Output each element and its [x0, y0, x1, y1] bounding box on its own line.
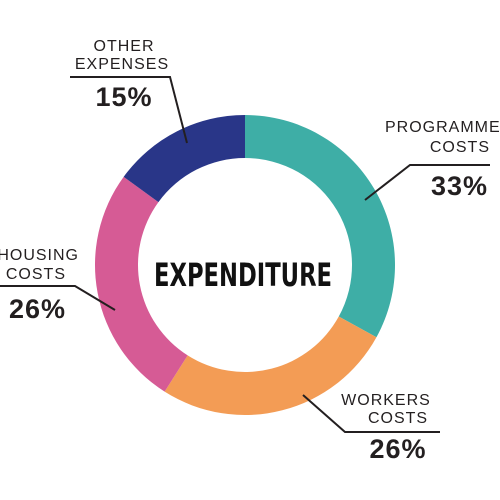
- slice-workers-costs: [164, 316, 377, 415]
- label-other-expenses: OTHER EXPENSES 15%: [75, 38, 169, 112]
- slice-percent-label: 15%: [95, 82, 152, 112]
- slice-label-line: WORKERS: [341, 392, 431, 409]
- chart-title: EXPENDITURE: [154, 256, 332, 294]
- slice-label-line: COSTS: [368, 410, 428, 427]
- donut-slices: [94, 115, 396, 415]
- slice-programme-costs: [245, 115, 396, 338]
- leader-line-programme: [364, 164, 490, 201]
- leader-line-workers: [302, 394, 440, 433]
- slice-percent-label: 33%: [431, 171, 488, 201]
- slice-label-line: OTHER: [94, 38, 155, 55]
- slice-label-line: PROGRAMME: [385, 119, 500, 136]
- leader-line-other: [70, 76, 188, 144]
- leader-lines: [0, 76, 490, 433]
- slice-housing-costs: [94, 176, 188, 392]
- slice-label-line: EXPENSES: [75, 56, 169, 73]
- slice-label-line: HOUSING: [0, 247, 79, 264]
- slice-other-expenses: [123, 115, 245, 203]
- slice-label-line: COSTS: [430, 139, 490, 156]
- slice-percent-label: 26%: [369, 434, 426, 464]
- label-programme-costs: PROGRAMME COSTS 33%: [385, 119, 500, 201]
- slice-percent-label: 26%: [9, 294, 66, 324]
- label-housing-costs: HOUSING COSTS 26%: [0, 247, 79, 324]
- slice-label-line: COSTS: [6, 266, 66, 283]
- label-workers-costs: WORKERS COSTS 26%: [341, 392, 431, 464]
- leader-line-housing: [0, 285, 116, 311]
